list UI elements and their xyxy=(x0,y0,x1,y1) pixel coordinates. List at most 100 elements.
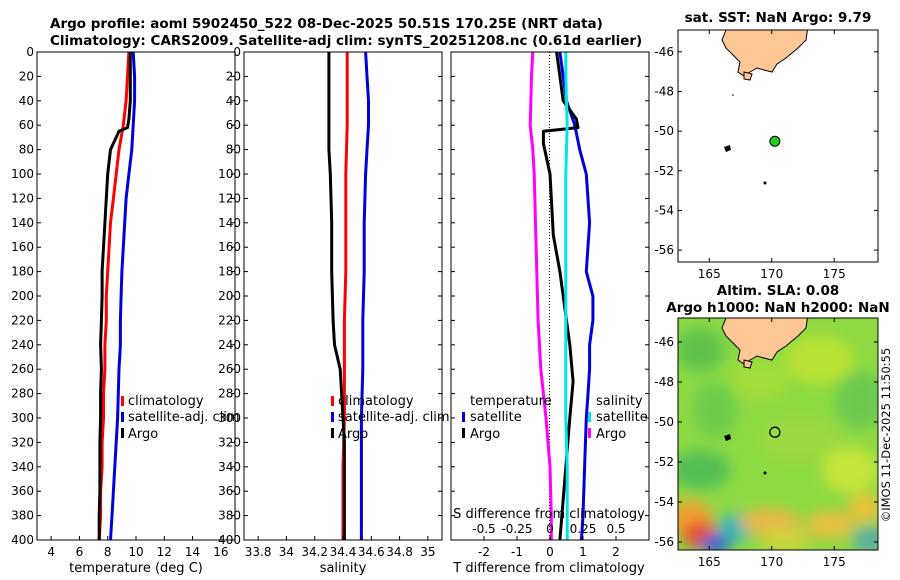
y-tick-label: 360 xyxy=(11,484,34,498)
legend-label-satellite: satellite-adj. clim xyxy=(128,410,240,425)
y-tick-label: 20 xyxy=(226,69,241,83)
y-tick-label: 280 xyxy=(11,387,34,401)
sst-map-land xyxy=(721,30,808,185)
legend-label-s-satellite: satellite xyxy=(596,410,648,425)
map-y-tick-label: -46 xyxy=(654,45,674,59)
s-diff-tick-label: -0.5 xyxy=(472,522,495,536)
salinity-xlabel: salinity xyxy=(320,561,367,576)
map-x-tick-label: 165 xyxy=(698,267,721,281)
campbell-island xyxy=(763,471,767,475)
map-x-tick-label: 170 xyxy=(760,555,783,569)
map-y-tick-label: -54 xyxy=(654,495,674,509)
map-y-tick-label: -56 xyxy=(654,535,674,549)
s-diff-tick-label: -0.25 xyxy=(501,522,532,536)
y-tick-label: 40 xyxy=(226,94,241,108)
y-tick-label: 240 xyxy=(218,338,241,352)
auckland-islands xyxy=(724,434,731,441)
sla-map-title-line1: Altim. SLA: 0.08 xyxy=(717,283,839,299)
y-tick-label: 320 xyxy=(11,435,34,449)
x-tick-label: 34.8 xyxy=(386,545,413,559)
y-tick-label: 200 xyxy=(11,289,34,303)
y-tick-label: 80 xyxy=(19,143,34,157)
legend-label-t-argo: Argo xyxy=(470,427,500,442)
map-y-tick-label: -52 xyxy=(654,164,674,178)
x-tick-label: 10 xyxy=(128,545,143,559)
figure-title-line2: Climatology: CARS2009. Satellite-adj cli… xyxy=(50,33,642,49)
x-tick-label: 6 xyxy=(76,545,84,559)
x-tick-label: 4 xyxy=(47,545,55,559)
series-line-t-satellite xyxy=(558,52,595,540)
y-tick-label: 0 xyxy=(26,45,34,59)
y-tick-label: 260 xyxy=(11,362,34,376)
auckland-islands xyxy=(724,145,731,152)
y-tick-label: 340 xyxy=(218,460,241,474)
legend-swatch-t-satellite xyxy=(462,412,465,422)
sla-field xyxy=(678,318,878,550)
y-tick-label: 360 xyxy=(218,484,241,498)
map-y-tick-label: -56 xyxy=(654,243,674,257)
y-tick-label: 300 xyxy=(218,411,241,425)
y-tick-label: 120 xyxy=(11,191,34,205)
s-difference-label: S difference from climatology xyxy=(453,507,645,522)
s-diff-tick-label: 0.25 xyxy=(570,522,597,536)
y-tick-label: 300 xyxy=(11,411,34,425)
y-tick-label: 140 xyxy=(11,216,34,230)
x-tick-label: 0 xyxy=(546,545,554,559)
legend-title-salinity: salinity xyxy=(596,394,643,409)
x-tick-label: 34.4 xyxy=(330,545,357,559)
new-zealand-south-island xyxy=(721,30,808,77)
map-x-tick-label: 175 xyxy=(823,555,846,569)
x-tick-label: 1 xyxy=(579,545,587,559)
y-tick-label: 160 xyxy=(11,240,34,254)
x-tick-label: 34.6 xyxy=(358,545,385,559)
new-zealand-south-island xyxy=(721,318,808,365)
s-diff-tick-label: 0 xyxy=(546,522,554,536)
sst-map-background xyxy=(678,30,878,262)
snares-islands xyxy=(732,94,734,96)
difference-legend-temperature: temperature satellite Argo xyxy=(462,394,552,442)
s-diff-tick-label: 0.5 xyxy=(606,522,625,536)
y-tick-label: 400 xyxy=(218,533,241,547)
x-tick-label: 8 xyxy=(104,545,112,559)
sst-map-title: sat. SST: NaN Argo: 9.79 xyxy=(685,10,872,26)
y-tick-label: 100 xyxy=(218,167,241,181)
sst-map-panel: sat. SST: NaN Argo: 9.79 -46 -48 -50 -52 -54… xyxy=(654,10,879,281)
t-difference-xlabel: T difference from climatology xyxy=(452,561,645,576)
sla-map-title-line2: Argo h1000: NaN h2000: NaN xyxy=(666,300,889,316)
x-tick-label: 14 xyxy=(185,545,200,559)
series-line-climatology xyxy=(97,52,131,540)
salinity-panel: 0 20 40 60 80 100 120 140 160 180 200 220 240 260 280 3… xyxy=(218,45,450,576)
legend-label-satellite: satellite-adj. clim xyxy=(338,410,450,425)
y-tick-label: 340 xyxy=(11,460,34,474)
y-tick-label: 180 xyxy=(11,265,34,279)
x-tick-label: 34 xyxy=(279,545,294,559)
legend-label-argo: Argo xyxy=(128,427,158,442)
series-line-s-satellite xyxy=(564,52,569,540)
x-tick-label: 2 xyxy=(612,545,620,559)
figure-title-line1: Argo profile: aoml 5902450_522 08-Dec-20… xyxy=(50,16,603,32)
campbell-island xyxy=(763,181,767,185)
legend-label-climatology: climatology xyxy=(338,394,414,409)
map-y-tick-label: -48 xyxy=(654,84,674,98)
legend-swatch-s-argo xyxy=(588,428,591,438)
argo-float-marker xyxy=(769,426,781,438)
series-line-argo xyxy=(97,52,132,540)
legend-title-temperature: temperature xyxy=(470,394,552,409)
y-tick-label: 220 xyxy=(11,313,34,327)
legend-swatch-climatology xyxy=(121,396,124,406)
series-line-s-argo xyxy=(528,52,553,540)
series-line-argo xyxy=(327,52,346,540)
x-tick-label: 33.8 xyxy=(245,545,272,559)
legend-label-s-argo: Argo xyxy=(596,427,626,442)
legend-swatch-satellite xyxy=(331,412,334,422)
stewart-island xyxy=(743,71,753,81)
y-tick-label: 220 xyxy=(218,313,241,327)
legend-swatch-argo xyxy=(331,428,334,438)
map-y-tick-label: -46 xyxy=(654,335,674,349)
map-y-tick-label: -52 xyxy=(654,455,674,469)
y-tick-label: 280 xyxy=(218,387,241,401)
y-tick-label: 80 xyxy=(226,143,241,157)
x-tick-label: 34.2 xyxy=(301,545,328,559)
x-tick-label: -1 xyxy=(511,545,523,559)
